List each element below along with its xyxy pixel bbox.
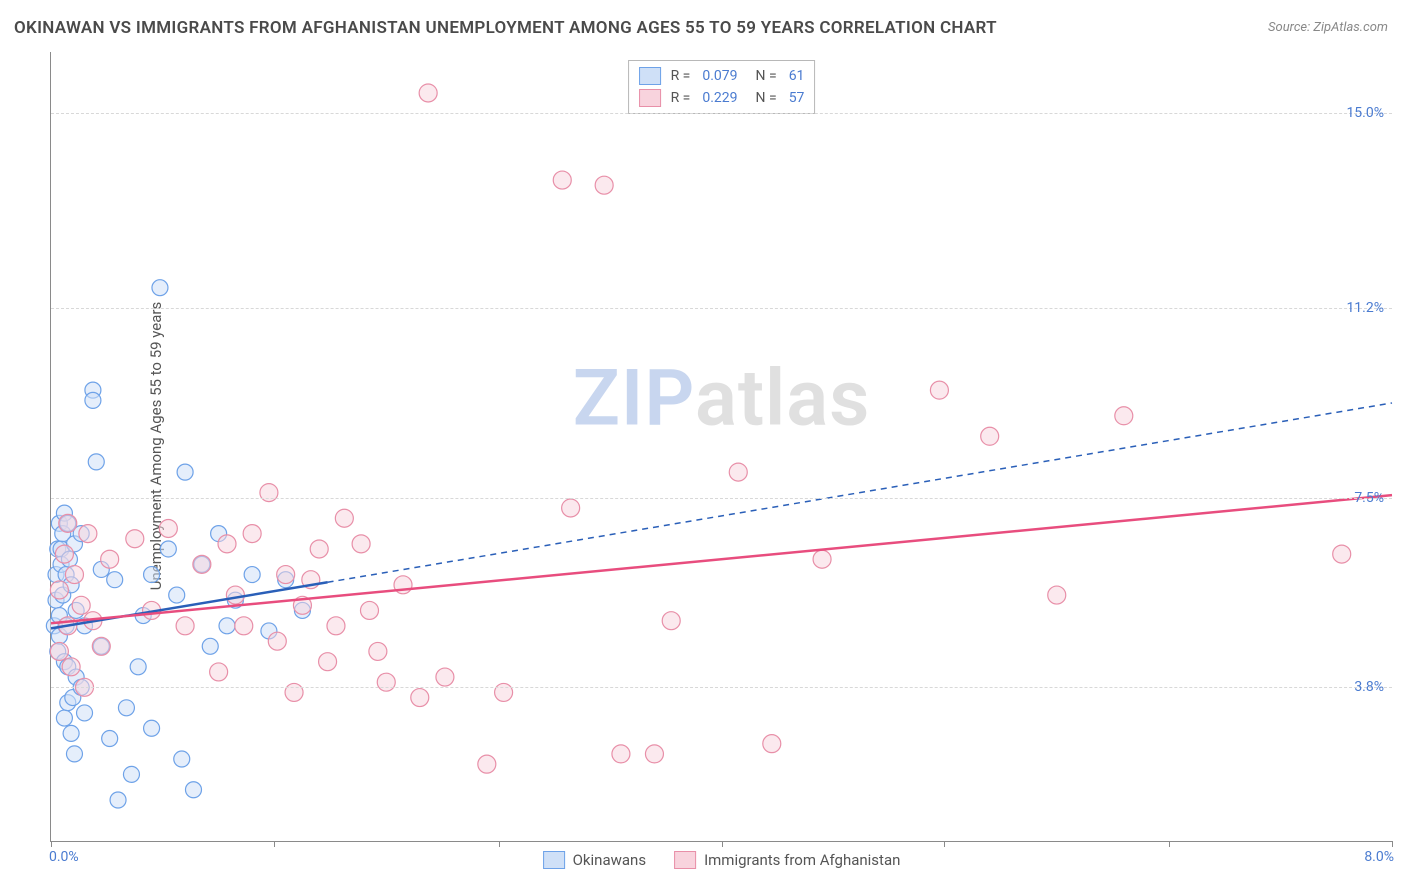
scatter-point (352, 535, 370, 553)
scatter-point (327, 617, 345, 635)
scatter-point (101, 550, 119, 568)
scatter-point (144, 567, 160, 583)
trend-line-extrapolated (328, 403, 1392, 582)
scatter-point (126, 530, 144, 548)
scatter-point (981, 427, 999, 445)
scatter-point (185, 782, 201, 798)
scatter-point (159, 519, 177, 537)
scatter-point (107, 572, 123, 588)
x-tick-label: 8.0% (1364, 849, 1394, 865)
scatter-point (729, 463, 747, 481)
series-label: Immigrants from Afghanistan (704, 851, 900, 869)
scatter-point (118, 700, 134, 716)
scatter-point (319, 653, 337, 671)
scatter-point (77, 705, 93, 721)
series-swatch (639, 89, 661, 107)
scatter-point (285, 683, 303, 701)
y-tick-label: 7.5% (1354, 490, 1384, 506)
scatter-point (244, 567, 260, 583)
scatter-point (235, 617, 253, 635)
series-swatch (674, 851, 696, 869)
scatter-point (65, 566, 83, 584)
scatter-point (260, 484, 278, 502)
legend-item: Immigrants from Afghanistan (674, 851, 900, 869)
scatter-point (478, 755, 496, 773)
trend-line (51, 495, 1392, 623)
scatter-point (360, 601, 378, 619)
scatter-point (310, 540, 328, 558)
scatter-point (1115, 407, 1133, 425)
scatter-point (210, 663, 228, 681)
scatter-point (219, 618, 235, 634)
scatter-point (160, 541, 176, 557)
scatter-point (56, 710, 72, 726)
scatter-point (813, 550, 831, 568)
plot-area: ZIPatlas R = 0.079 N = 61 R = 0.229 N = … (50, 52, 1392, 842)
scatter-point (152, 280, 168, 296)
scatter-point (62, 658, 80, 676)
scatter-point (176, 617, 194, 635)
scatter-point (144, 720, 160, 736)
scatter-point (553, 171, 571, 189)
scatter-point (1048, 586, 1066, 604)
legend-item: Okinawans (543, 851, 646, 869)
scatter-point (174, 751, 190, 767)
plot-svg (51, 52, 1392, 841)
scatter-point (66, 746, 82, 762)
scatter-point (377, 673, 395, 691)
scatter-point (169, 587, 185, 603)
scatter-point (612, 745, 630, 763)
source-attribution: Source: ZipAtlas.com (1268, 20, 1388, 35)
scatter-point (92, 637, 110, 655)
y-tick-label: 11.2% (1346, 300, 1384, 316)
series-label: Okinawans (573, 851, 646, 869)
scatter-point (662, 612, 680, 630)
scatter-point (102, 731, 118, 747)
scatter-point (72, 596, 90, 614)
legend-stat-row: R = 0.079 N = 61 (639, 65, 805, 87)
scatter-point (177, 464, 193, 480)
scatter-point (193, 555, 211, 573)
scatter-point (63, 725, 79, 741)
scatter-point (335, 509, 353, 527)
scatter-point (369, 642, 387, 660)
scatter-point (55, 545, 73, 563)
scatter-point (268, 632, 286, 650)
scatter-point (50, 581, 68, 599)
scatter-point (50, 642, 68, 660)
chart-container: OKINAWAN VS IMMIGRANTS FROM AFGHANISTAN … (0, 0, 1406, 892)
scatter-point (411, 689, 429, 707)
scatter-point (226, 586, 244, 604)
scatter-point (645, 745, 663, 763)
scatter-point (79, 525, 97, 543)
scatter-point (110, 792, 126, 808)
scatter-point (763, 735, 781, 753)
scatter-point (930, 381, 948, 399)
legend-stat-row: R = 0.229 N = 57 (639, 87, 805, 109)
scatter-point (243, 525, 261, 543)
chart-title: OKINAWAN VS IMMIGRANTS FROM AFGHANISTAN … (14, 18, 997, 38)
scatter-point (1333, 545, 1351, 563)
x-tick-label: 0.0% (49, 849, 79, 865)
scatter-point (59, 514, 77, 532)
legend-series: Okinawans Immigrants from Afghanistan (543, 851, 901, 869)
scatter-point (123, 766, 139, 782)
series-swatch (639, 67, 661, 85)
y-tick-label: 3.8% (1354, 679, 1384, 695)
scatter-point (595, 176, 613, 194)
scatter-point (436, 668, 454, 686)
series-swatch (543, 851, 565, 869)
legend-statistics: R = 0.079 N = 61 R = 0.229 N = 57 (628, 60, 816, 114)
scatter-point (562, 499, 580, 517)
scatter-point (495, 683, 513, 701)
scatter-point (277, 566, 295, 584)
scatter-point (419, 84, 437, 102)
scatter-point (130, 659, 146, 675)
scatter-point (88, 454, 104, 470)
scatter-point (202, 638, 218, 654)
y-tick-label: 15.0% (1346, 105, 1384, 121)
scatter-point (85, 392, 101, 408)
scatter-point (218, 535, 236, 553)
